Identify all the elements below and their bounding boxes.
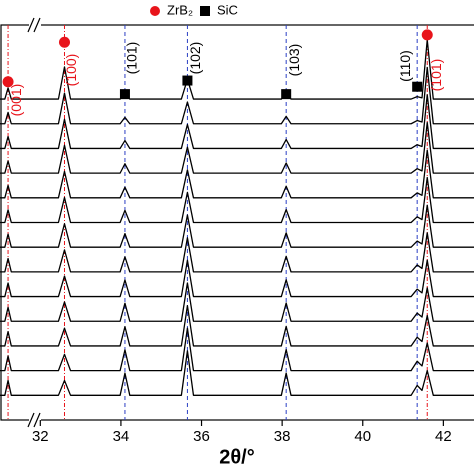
- legend-marker: [200, 6, 210, 16]
- xrd-pattern: [0, 176, 474, 224]
- peak-label: (001): [8, 84, 24, 117]
- peak-marker: [412, 81, 423, 92]
- x-tick-label: 38: [274, 428, 291, 445]
- x-tick-label: 34: [113, 428, 130, 445]
- peak-marker: [281, 89, 292, 100]
- xrd-pattern: [0, 39, 474, 100]
- peak-marker: [421, 29, 433, 41]
- x-tick-label: 36: [193, 428, 210, 445]
- x-tick-label: 40: [354, 428, 371, 445]
- peak-marker: [182, 75, 193, 86]
- xrd-pattern: [0, 66, 474, 125]
- xrd-pattern: [0, 94, 474, 150]
- peak-marker: [119, 89, 130, 100]
- peak-marker: [58, 36, 70, 48]
- xrd-pattern: [0, 121, 474, 174]
- legend-label: SiC: [217, 2, 238, 17]
- x-axis-label: 2θ/°: [219, 446, 255, 468]
- x-tick-label: 42: [435, 428, 452, 445]
- xrd-pattern: [0, 282, 474, 322]
- xrd-pattern: [0, 259, 474, 298]
- peak-label: (110): [397, 50, 413, 82]
- xrd-pattern: [0, 149, 474, 199]
- peak-marker: [2, 76, 14, 88]
- peak-label: (101): [124, 42, 140, 75]
- peak-label: (101): [428, 59, 444, 92]
- xrd-pattern: [0, 327, 474, 372]
- xrd-pattern: [0, 204, 474, 248]
- x-tick-label: 32: [32, 428, 49, 445]
- legend-label: ZrB₂: [167, 2, 193, 17]
- peak-label: (100): [63, 54, 79, 87]
- xrd-pattern: [0, 232, 474, 273]
- axis-break: [27, 17, 41, 428]
- peak-label: (102): [187, 42, 203, 75]
- xrd-pattern: [0, 305, 474, 347]
- peak-label: (103): [286, 44, 302, 77]
- xrd-pattern: [0, 350, 474, 396]
- legend-marker: [150, 6, 160, 16]
